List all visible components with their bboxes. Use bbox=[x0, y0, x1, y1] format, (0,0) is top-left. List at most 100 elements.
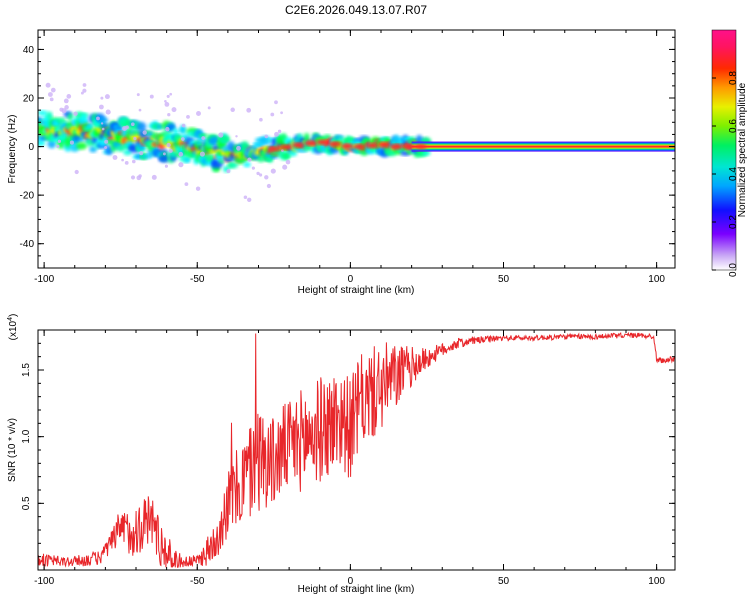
spectrogram-y-label: Frequency (Hz) bbox=[7, 115, 18, 184]
spectral-speckle bbox=[181, 137, 185, 141]
colorbar-ticks: 0.0 0.2 0.4 0.6 0.8 bbox=[712, 71, 739, 277]
spectral-peak bbox=[304, 140, 317, 146]
spectral-speckle bbox=[69, 140, 74, 145]
x-tick-label: 50 bbox=[498, 576, 510, 587]
spectral-speckle bbox=[47, 92, 53, 97]
colorbar-tick-label: 0.8 bbox=[728, 71, 739, 85]
spectral-speckle bbox=[166, 94, 170, 98]
spectral-speckle bbox=[104, 145, 108, 150]
spectral-blob bbox=[184, 157, 191, 163]
spectral-peak bbox=[390, 144, 403, 150]
spectrogram-frame bbox=[37, 29, 676, 269]
spectral-speckle bbox=[130, 175, 136, 180]
y-tick-label: 20 bbox=[23, 94, 35, 105]
spectral-speckle bbox=[133, 136, 137, 141]
snr-y-label: SNR (10 * v/v) bbox=[7, 418, 18, 482]
spectral-speckle bbox=[218, 132, 224, 138]
spectral-speckle bbox=[82, 88, 87, 93]
spectral-speckle bbox=[270, 168, 276, 174]
spectral-speckle bbox=[151, 174, 157, 180]
spectral-blob bbox=[76, 142, 88, 150]
spectral-speckle bbox=[282, 164, 288, 170]
spectral-blob bbox=[288, 150, 298, 157]
spectral-blob bbox=[155, 124, 164, 130]
spectral-speckle bbox=[139, 151, 144, 156]
x-tick-label: 50 bbox=[498, 274, 510, 285]
snr-x-label: Height of straight line (km) bbox=[298, 584, 415, 595]
y-tick-label: 0.5 bbox=[21, 496, 32, 510]
spectral-speckle bbox=[49, 97, 54, 102]
spectral-blob bbox=[38, 116, 43, 123]
colorbar-tick-label: 0.4 bbox=[728, 167, 739, 181]
spectral-speckle bbox=[246, 107, 252, 113]
spectral-peak bbox=[341, 143, 354, 149]
spectral-speckle bbox=[73, 111, 78, 116]
spectral-speckle bbox=[251, 166, 256, 170]
spectral-peak bbox=[365, 143, 378, 149]
spectral-speckle bbox=[274, 100, 278, 105]
spectral-speckle bbox=[138, 108, 142, 112]
constant-band bbox=[411, 145, 675, 148]
spectral-speckle bbox=[104, 94, 110, 100]
spectral-blob bbox=[243, 161, 251, 168]
x-tick-label: -100 bbox=[34, 576, 54, 587]
spectral-blob bbox=[259, 135, 272, 146]
spectral-peak bbox=[414, 144, 427, 150]
spectral-speckle bbox=[264, 175, 269, 180]
snr-scale-label: (x104) bbox=[7, 314, 19, 341]
colorbar-label: Normalized spectral amplitude bbox=[737, 82, 748, 217]
spectral-speckle bbox=[50, 87, 56, 93]
spectral-speckle bbox=[105, 109, 111, 115]
spectral-blob bbox=[218, 159, 226, 164]
spectral-speckle bbox=[101, 127, 105, 131]
spectral-speckle bbox=[230, 107, 235, 113]
figure-title: C2E6.2026.049.13.07.R07 bbox=[285, 3, 427, 17]
spectral-speckle bbox=[266, 183, 271, 189]
y-tick-label: 40 bbox=[23, 45, 35, 56]
y-tick-label: 1.0 bbox=[21, 429, 32, 443]
x-tick-label: 100 bbox=[648, 576, 665, 587]
spectral-speckle bbox=[264, 134, 269, 139]
spectral-peak bbox=[292, 142, 305, 148]
y-tick-label: -40 bbox=[20, 239, 35, 250]
spectral-blob bbox=[136, 121, 147, 132]
spectral-speckle bbox=[124, 161, 129, 165]
spectrogram-marks bbox=[38, 82, 675, 202]
spectral-peak bbox=[402, 144, 415, 150]
spectral-blob bbox=[172, 127, 179, 136]
spectral-speckle bbox=[96, 116, 100, 121]
spectral-speckle bbox=[121, 158, 124, 162]
spectrogram-ticks: -100 -50 0 50 100 -40 -20 0 20 40 bbox=[20, 30, 675, 285]
spectral-speckle bbox=[277, 129, 282, 134]
x-tick-label: 100 bbox=[648, 274, 665, 285]
spectral-speckle bbox=[80, 91, 84, 95]
spectral-speckle bbox=[178, 151, 184, 157]
spectral-speckle bbox=[235, 135, 238, 138]
spectrogram-panel: -100 -50 0 50 100 -40 -20 0 20 40 Height of strai… bbox=[7, 29, 676, 296]
y-tick-label: 0 bbox=[28, 142, 34, 153]
spectral-speckle bbox=[199, 151, 205, 157]
colorbar-tick-label: 0.2 bbox=[728, 215, 739, 229]
x-tick-label: -50 bbox=[190, 576, 205, 587]
spectral-speckle bbox=[56, 144, 60, 149]
spectral-speckle bbox=[74, 169, 79, 175]
spectrogram-x-label: Height of straight line (km) bbox=[298, 285, 415, 296]
spectral-speckle bbox=[247, 157, 252, 162]
snr-scale-exponent: 4 bbox=[7, 317, 14, 321]
spectral-speckle bbox=[256, 171, 260, 176]
spectral-speckle bbox=[142, 130, 147, 135]
spectral-speckle bbox=[195, 186, 201, 191]
spectral-blob bbox=[205, 153, 216, 163]
spectral-speckle bbox=[162, 152, 166, 156]
x-tick-label: 0 bbox=[348, 274, 354, 285]
spectral-speckle bbox=[196, 111, 201, 116]
spectral-speckle bbox=[236, 145, 241, 151]
spectral-speckle bbox=[63, 98, 69, 104]
snr-marks bbox=[38, 331, 675, 568]
colorbar: 0.0 0.2 0.4 0.6 0.8 Normalized spectral ampl… bbox=[711, 29, 748, 277]
spectral-speckle bbox=[136, 93, 140, 97]
spectral-speckle bbox=[226, 169, 231, 174]
spectral-speckle bbox=[169, 92, 173, 96]
spectral-speckle bbox=[164, 99, 167, 103]
